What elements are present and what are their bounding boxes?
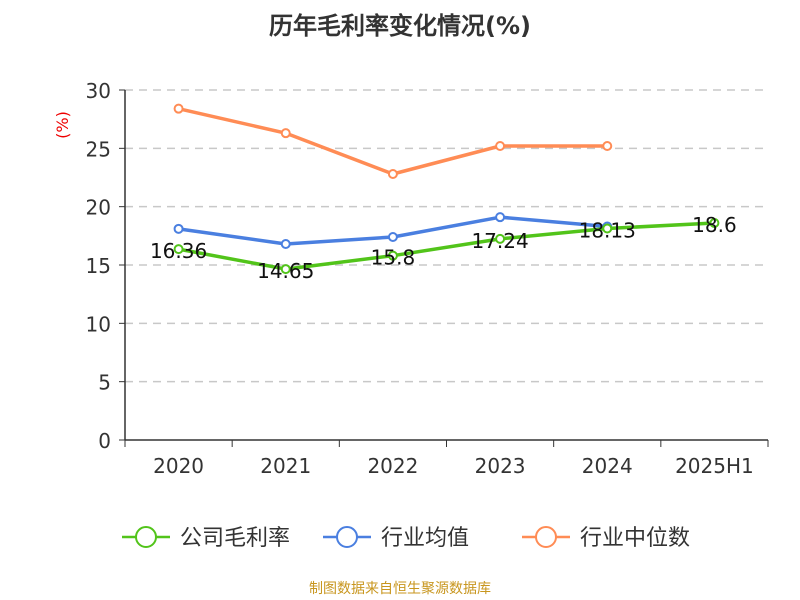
data-point xyxy=(495,212,506,223)
y-tick-label: 25 xyxy=(86,137,111,161)
data-point xyxy=(602,223,613,234)
data-point xyxy=(387,232,398,242)
data-point xyxy=(602,141,613,151)
x-tick-label: 2021 xyxy=(260,454,311,478)
data-point xyxy=(280,239,291,249)
data-point xyxy=(173,244,184,255)
y-tick-label: 20 xyxy=(86,196,111,220)
x-tick-label: 2024 xyxy=(582,454,633,478)
y-tick-label: 10 xyxy=(86,312,111,336)
x-tick-label: 2022 xyxy=(367,454,418,478)
data-label: 17.24 xyxy=(471,229,528,253)
legend-label: 行业中位数 xyxy=(580,526,690,551)
data-label: 15.8 xyxy=(371,246,416,270)
series-line xyxy=(178,106,608,176)
x-tick-label: 2020 xyxy=(153,454,204,478)
data-point xyxy=(387,250,398,261)
data-label: 16.36 xyxy=(150,239,207,263)
x-tick-label: 2023 xyxy=(475,454,526,478)
data-label: 18.6 xyxy=(692,213,737,237)
data-point xyxy=(173,103,184,114)
data-point xyxy=(495,141,506,151)
data-point xyxy=(280,264,291,275)
source-note: 制图数据来自恒生聚源数据库 xyxy=(309,581,491,597)
data-point xyxy=(709,218,720,228)
legend-marker xyxy=(135,526,157,548)
legend-label: 公司毛利率 xyxy=(180,526,290,551)
legend-marker xyxy=(535,526,557,548)
y-axis-label: (%) xyxy=(53,111,72,139)
series-line xyxy=(178,221,715,271)
y-tick-label: 15 xyxy=(86,254,111,278)
y-tick-label: 5 xyxy=(98,371,111,395)
x-tick-label: 2025H1 xyxy=(675,454,754,478)
data-label: 14.65 xyxy=(257,259,314,283)
data-point xyxy=(280,128,291,139)
y-tick-label: 0 xyxy=(98,429,111,453)
legend-marker xyxy=(336,526,358,548)
data-point xyxy=(495,233,506,244)
legend-label: 行业均值 xyxy=(381,526,469,551)
data-point xyxy=(387,169,398,179)
chart-title: 历年毛利率变化情况(%) xyxy=(269,12,531,40)
data-point xyxy=(173,223,184,234)
y-tick-label: 30 xyxy=(86,79,111,103)
data-label: 18.13 xyxy=(579,218,636,242)
